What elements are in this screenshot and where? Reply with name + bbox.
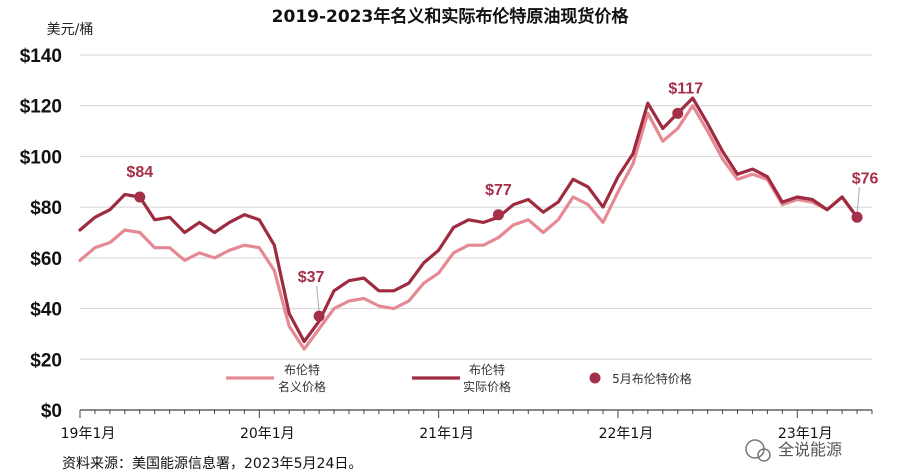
may-price-point (134, 191, 146, 203)
y-tick-label: $40 (30, 300, 62, 321)
annotation-leader (316, 286, 320, 313)
x-tick-label: 20年1月 (240, 426, 295, 442)
may-price-point (672, 107, 684, 119)
may-price-point (313, 310, 325, 322)
x-tick-label: 21年1月 (419, 426, 474, 442)
x-tick-label: 22年1月 (599, 426, 654, 442)
series-lines (78, 96, 859, 351)
may-price-label: $117 (668, 80, 703, 97)
gridlines (80, 54, 872, 360)
nominal-price-line (78, 104, 859, 351)
x-tick-label: 23年1月 (778, 426, 833, 442)
y-tick-label: $140 (20, 46, 62, 67)
source-note: 资料来源：美国能源信息署，2023年5月24日。 (62, 455, 362, 472)
legend-item: 5月布伦特价格 (589, 371, 692, 386)
x-tick-label: 19年1月 (61, 426, 116, 442)
chart-title: 2019-2023年名义和实际布伦特原油现货价格 (272, 6, 630, 27)
wechat-bubble-icon (757, 448, 771, 462)
legend-label: 布伦特 (284, 362, 320, 377)
legend-label: 名义价格 (278, 379, 326, 394)
y-axis-unit-label: 美元/桶 (47, 22, 94, 38)
real-price-line (78, 96, 859, 344)
y-axis-ticks: $0 $20 $40 $60 $80 $100 $120 $140 (20, 46, 62, 422)
legend-label: 布伦特 (469, 362, 505, 377)
y-tick-label: $60 (30, 249, 62, 270)
may-price-label: $76 (852, 170, 879, 187)
watermark-text: 全说能源 (778, 440, 842, 459)
legend-label: 实际价格 (463, 379, 511, 394)
y-tick-label: $120 (20, 97, 62, 118)
y-tick-label: $0 (41, 401, 62, 422)
y-tick-label: $20 (30, 350, 62, 371)
may-price-label: $37 (298, 269, 325, 286)
may-price-point (492, 209, 504, 221)
y-tick-label: $80 (30, 198, 62, 219)
may-price-label: $84 (126, 164, 153, 181)
may-price-point (851, 211, 863, 223)
legend-swatch (589, 372, 601, 384)
annotation-leader (856, 187, 860, 214)
x-axis: 19年1月 20年1月 21年1月 22年1月 23年1月 (61, 409, 873, 442)
may-price-label: $77 (485, 182, 512, 199)
y-tick-label: $100 (20, 147, 62, 168)
watermark: 全说能源 (745, 439, 842, 462)
legend-label: 5月布伦特价格 (612, 371, 692, 386)
highlight-points: $84 $37 $77 $117 $76 (126, 80, 879, 322)
